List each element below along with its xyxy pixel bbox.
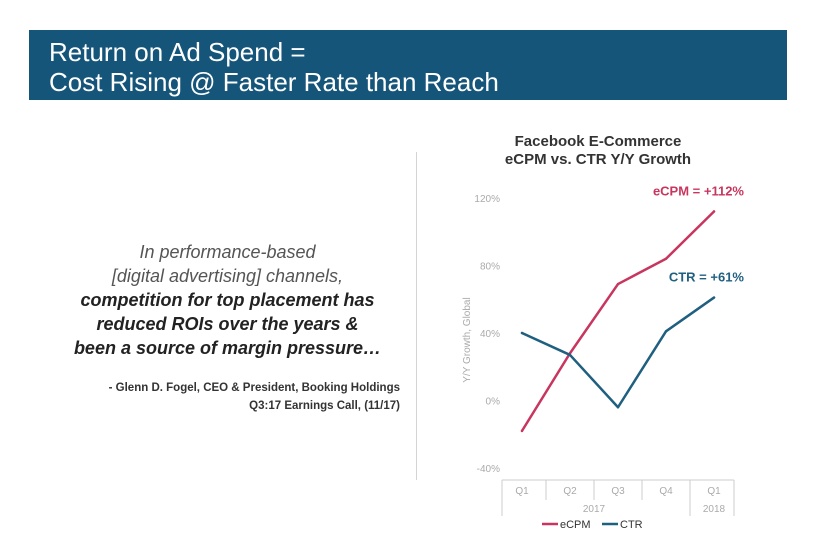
quote-line-4: reduced ROIs over the years &	[96, 314, 359, 334]
data-point-ctr	[616, 406, 620, 409]
quote-line-5: been a source of margin pressure…	[73, 338, 382, 358]
data-point-ecpm	[664, 257, 668, 260]
chart-title-line-1: Facebook E-Commerce	[515, 133, 682, 150]
y-axis-label: Y/Y Growth, Global	[462, 297, 473, 382]
series-line-ctr	[520, 296, 716, 409]
x-tick-label: Q1	[707, 486, 721, 497]
series-annotation-ecpm: eCPM = +112%	[653, 184, 744, 199]
x-year-label: 2017	[583, 504, 606, 515]
x-year-label: 2018	[703, 504, 726, 515]
title-bar: Return on Ad Spend = Cost Rising @ Faste…	[29, 30, 787, 100]
quote-attribution: - Glenn D. Fogel, CEO & President, Booki…	[40, 379, 400, 415]
vertical-divider	[416, 152, 417, 480]
x-tick-label: Q2	[563, 486, 577, 497]
y-tick-label: 80%	[480, 262, 500, 273]
data-point-ctr	[568, 353, 572, 357]
slide-title-line-1: Return on Ad Spend =	[49, 37, 306, 67]
chart-container: Facebook E-Commerce eCPM vs. CTR Y/Y Gro…	[430, 128, 780, 538]
data-point-ctr	[712, 296, 716, 299]
data-point-ecpm	[520, 429, 524, 433]
legend-label-ecpm: eCPM	[560, 519, 591, 531]
quote-block: In performance-based [digital advertisin…	[40, 240, 415, 360]
attribution-line-1: - Glenn D. Fogel, CEO & President, Booki…	[108, 382, 400, 394]
y-tick-label: -40%	[477, 464, 500, 475]
x-tick-label: Q3	[611, 486, 625, 497]
y-axis-ticks: -40% 0% 40% 80% 120%	[474, 194, 500, 475]
y-tick-label: 0%	[486, 397, 501, 408]
series-line-ecpm	[520, 210, 716, 433]
legend-label-ctr: CTR	[620, 519, 643, 531]
quote-line-1: In performance-based	[139, 242, 316, 262]
series-annotation-ctr: CTR = +61%	[669, 270, 745, 285]
chart-legend: eCPM CTR	[542, 519, 643, 531]
data-point-ctr	[520, 331, 524, 335]
y-tick-label: 40%	[480, 329, 500, 340]
y-tick-label: 120%	[474, 194, 500, 205]
data-point-ecpm	[712, 210, 716, 213]
quote-line-3: competition for top placement has	[80, 290, 375, 310]
data-point-ecpm	[616, 282, 620, 286]
chart-title-line-2: eCPM vs. CTR Y/Y Growth	[505, 151, 691, 168]
slide-title-line-2: Cost Rising @ Faster Rate than Reach	[49, 67, 499, 97]
series-lines	[520, 210, 716, 433]
x-tick-label: Q1	[515, 486, 529, 497]
attribution-line-2: Q3:17 Earnings Call, (11/17)	[249, 400, 400, 412]
quote-line-2: [digital advertising] channels,	[111, 266, 344, 286]
x-axis: Q1 Q2 Q3 Q4 Q1 2017 2018	[501, 479, 735, 516]
data-point-ctr	[664, 330, 668, 333]
line-chart: Facebook E-Commerce eCPM vs. CTR Y/Y Gro…	[462, 133, 744, 531]
series-annotations: eCPM = +112% CTR = +61%	[653, 184, 744, 285]
x-tick-label: Q4	[659, 486, 673, 497]
